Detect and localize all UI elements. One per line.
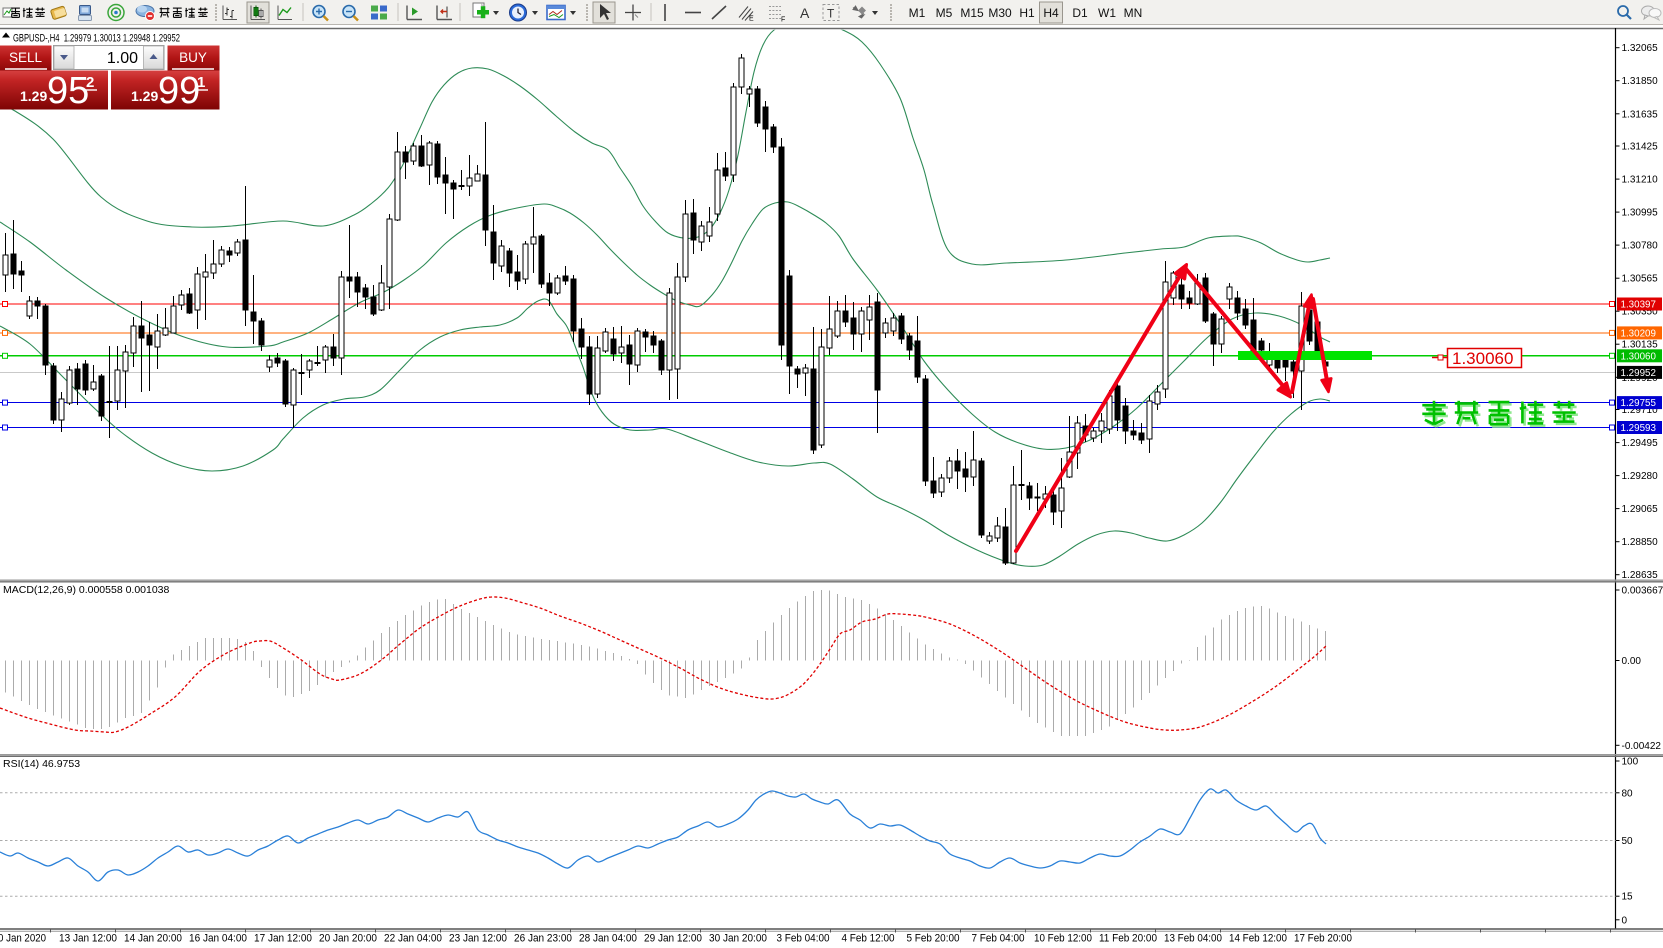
svg-text:M1: M1 bbox=[909, 6, 926, 20]
svg-text:15: 15 bbox=[1622, 892, 1634, 903]
svg-text:1.31425: 1.31425 bbox=[1622, 142, 1659, 153]
svg-text:T: T bbox=[827, 7, 835, 21]
svg-text:0: 0 bbox=[1622, 915, 1628, 926]
svg-text:-0.00422: -0.00422 bbox=[1622, 741, 1662, 752]
svg-text:W1: W1 bbox=[1098, 6, 1116, 20]
svg-text:1.31210: 1.31210 bbox=[1622, 175, 1659, 186]
svg-text:23 Jan 12:00: 23 Jan 12:00 bbox=[449, 933, 507, 945]
svg-text:1.32065: 1.32065 bbox=[1622, 43, 1659, 54]
svg-text:A: A bbox=[800, 5, 810, 21]
svg-text:1.30780: 1.30780 bbox=[1622, 241, 1659, 252]
svg-text:14 Feb 12:00: 14 Feb 12:00 bbox=[1229, 933, 1287, 945]
svg-text:1.29065: 1.29065 bbox=[1622, 504, 1659, 515]
svg-text:1.00: 1.00 bbox=[107, 50, 138, 67]
svg-text:1.30350: 1.30350 bbox=[1622, 307, 1659, 318]
svg-text:1.30135: 1.30135 bbox=[1622, 340, 1659, 351]
svg-text:1.29495: 1.29495 bbox=[1622, 438, 1659, 449]
svg-text:1.29710: 1.29710 bbox=[1622, 405, 1659, 416]
svg-text:3 Feb 04:00: 3 Feb 04:00 bbox=[777, 933, 830, 945]
svg-text:H4: H4 bbox=[1043, 6, 1059, 20]
svg-text:1.30995: 1.30995 bbox=[1622, 208, 1659, 219]
svg-text:29 Jan 12:00: 29 Jan 12:00 bbox=[644, 933, 702, 945]
svg-text:D1: D1 bbox=[1072, 6, 1088, 20]
svg-text:1.31850: 1.31850 bbox=[1622, 76, 1659, 87]
svg-text:5 Feb 20:00: 5 Feb 20:00 bbox=[907, 933, 960, 945]
svg-text:50: 50 bbox=[1622, 836, 1634, 847]
svg-text:1.29: 1.29 bbox=[131, 88, 158, 104]
svg-text:20 Jan 20:00: 20 Jan 20:00 bbox=[319, 933, 377, 945]
svg-text:H1: H1 bbox=[1019, 6, 1035, 20]
svg-text:2: 2 bbox=[86, 74, 94, 91]
svg-text:99: 99 bbox=[158, 70, 200, 112]
svg-text:MACD(12,26,9) 0.000558 0.00103: MACD(12,26,9) 0.000558 0.001038 bbox=[3, 584, 170, 596]
svg-text:17 Feb 20:00: 17 Feb 20:00 bbox=[1294, 933, 1352, 945]
svg-text:0 Jan 2020: 0 Jan 2020 bbox=[0, 933, 46, 945]
svg-text:1.28850: 1.28850 bbox=[1622, 537, 1659, 548]
svg-text:11 Feb 20:00: 11 Feb 20:00 bbox=[1099, 933, 1157, 945]
svg-text:1.30565: 1.30565 bbox=[1622, 274, 1659, 285]
svg-text:7 Feb 04:00: 7 Feb 04:00 bbox=[972, 933, 1025, 945]
svg-text:16 Jan 04:00: 16 Jan 04:00 bbox=[189, 933, 247, 945]
svg-text:M30: M30 bbox=[988, 6, 1012, 20]
svg-text:1.30209: 1.30209 bbox=[1621, 328, 1656, 339]
svg-text:RSI(14) 46.9753: RSI(14) 46.9753 bbox=[3, 758, 80, 770]
svg-text:22 Jan 04:00: 22 Jan 04:00 bbox=[384, 933, 442, 945]
svg-text:1.29952: 1.29952 bbox=[1621, 368, 1656, 379]
svg-text:1.29: 1.29 bbox=[20, 88, 47, 104]
svg-text:28 Jan 04:00: 28 Jan 04:00 bbox=[579, 933, 637, 945]
svg-text:10 Feb 12:00: 10 Feb 12:00 bbox=[1034, 933, 1092, 945]
svg-text:0.003667: 0.003667 bbox=[1622, 586, 1663, 597]
svg-text:GBPUSD-,H4 1.29979 1.30013 1.: GBPUSD-,H4 1.29979 1.30013 1.29948 1.299… bbox=[13, 33, 180, 45]
svg-text:0.00: 0.00 bbox=[1622, 656, 1642, 667]
svg-text:13 Jan 12:00: 13 Jan 12:00 bbox=[59, 933, 117, 945]
svg-text:1.29593: 1.29593 bbox=[1621, 423, 1657, 434]
svg-text:1: 1 bbox=[197, 74, 205, 91]
svg-text:100: 100 bbox=[1622, 757, 1639, 768]
svg-text:F: F bbox=[781, 17, 785, 24]
svg-text:30 Jan 20:00: 30 Jan 20:00 bbox=[709, 933, 767, 945]
svg-text:14 Jan 20:00: 14 Jan 20:00 bbox=[124, 933, 182, 945]
svg-text:1.30060: 1.30060 bbox=[1452, 349, 1513, 368]
svg-text:1.31635: 1.31635 bbox=[1622, 109, 1659, 120]
svg-text:1.28635: 1.28635 bbox=[1622, 570, 1659, 581]
svg-text:13 Feb 04:00: 13 Feb 04:00 bbox=[1164, 933, 1222, 945]
svg-text:17 Jan 12:00: 17 Jan 12:00 bbox=[254, 933, 312, 945]
svg-text:1.29280: 1.29280 bbox=[1622, 471, 1659, 482]
svg-text:M5: M5 bbox=[936, 6, 953, 20]
svg-text:MN: MN bbox=[1124, 6, 1143, 20]
svg-text:1.29755: 1.29755 bbox=[1621, 398, 1657, 409]
svg-text:M15: M15 bbox=[960, 6, 984, 20]
svg-text:SELL: SELL bbox=[9, 50, 43, 65]
svg-text:BUY: BUY bbox=[179, 50, 207, 65]
svg-text:95: 95 bbox=[47, 70, 89, 112]
svg-text:4 Feb 12:00: 4 Feb 12:00 bbox=[842, 933, 895, 945]
svg-text:80: 80 bbox=[1622, 788, 1634, 799]
svg-text:1.30397: 1.30397 bbox=[1621, 300, 1656, 311]
svg-text:26 Jan 23:00: 26 Jan 23:00 bbox=[514, 933, 572, 945]
svg-text:1.30060: 1.30060 bbox=[1621, 351, 1657, 362]
svg-text:E: E bbox=[749, 16, 754, 23]
